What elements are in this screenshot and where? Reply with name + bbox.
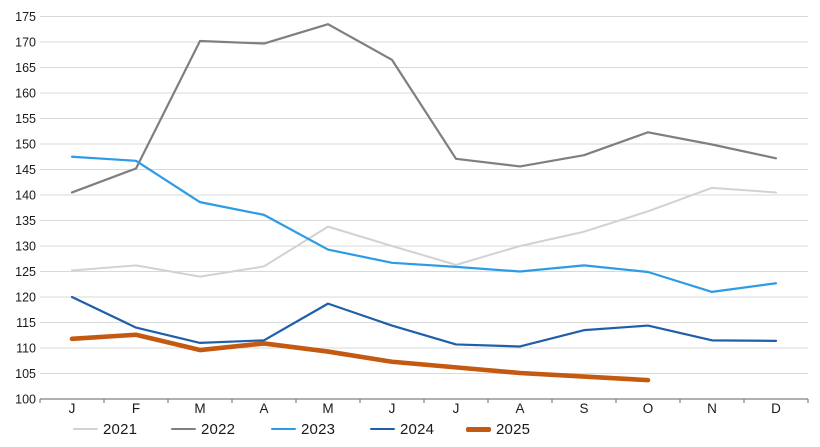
legend-swatch-2024 bbox=[370, 427, 395, 431]
legend-swatch-2023 bbox=[271, 427, 296, 431]
x-tick-label: S bbox=[579, 401, 588, 416]
y-tick-label: 155 bbox=[15, 112, 36, 126]
y-tick-label: 160 bbox=[15, 87, 36, 101]
y-tick-label: 100 bbox=[15, 393, 36, 407]
y-tick-label: 120 bbox=[15, 291, 36, 305]
series-line-2022 bbox=[70, 23, 778, 194]
y-tick-label: 175 bbox=[15, 10, 36, 24]
y-tick-label: 170 bbox=[15, 36, 36, 50]
legend-label-2022: 2022 bbox=[201, 420, 236, 438]
y-tick-label: 145 bbox=[15, 163, 36, 177]
series-line-2025 bbox=[69, 332, 651, 383]
legend-label-2024: 2024 bbox=[400, 420, 435, 438]
x-tick-label: N bbox=[707, 401, 717, 416]
x-tick-label: F bbox=[132, 401, 140, 416]
x-tick-label: M bbox=[194, 401, 205, 416]
x-tick-label: J bbox=[69, 401, 76, 416]
x-tick-label: J bbox=[389, 401, 396, 416]
x-tick-label: A bbox=[515, 401, 524, 416]
plot-area: 100 105 110 115 120 125 130 135 140 145 150 155 160 1… bbox=[15, 10, 809, 416]
y-tick-label: 140 bbox=[15, 189, 36, 203]
y-tick-label: 150 bbox=[15, 138, 36, 152]
legend-item-2024: 2024 bbox=[370, 416, 434, 442]
series-line-2021 bbox=[71, 186, 777, 278]
x-tick-label: A bbox=[259, 401, 268, 416]
legend-swatch-2021 bbox=[73, 427, 98, 431]
series-line-2024 bbox=[70, 295, 778, 348]
legend-item-2023: 2023 bbox=[271, 416, 335, 442]
legend-label-2023: 2023 bbox=[301, 420, 336, 438]
x-tick-label: D bbox=[771, 401, 781, 416]
legend-item-2022: 2022 bbox=[171, 416, 235, 442]
legend-swatch-2025 bbox=[466, 426, 491, 432]
y-tick-label: 110 bbox=[16, 342, 36, 356]
y-tick-label: 135 bbox=[15, 214, 36, 228]
legend-label-2021: 2021 bbox=[103, 420, 138, 438]
legend-swatch-2022 bbox=[171, 427, 196, 431]
y-tick-label: 125 bbox=[15, 265, 36, 279]
x-tick-label: M bbox=[322, 401, 333, 416]
legend-item-2021: 2021 bbox=[73, 416, 137, 442]
y-tick-label: 115 bbox=[16, 316, 36, 330]
x-tick-label: J bbox=[453, 401, 460, 416]
y-tick-label: 130 bbox=[15, 240, 36, 254]
legend-item-2025: 2025 bbox=[466, 416, 530, 442]
y-tick-label: 165 bbox=[15, 61, 36, 75]
legend-label-2025: 2025 bbox=[496, 420, 531, 438]
series-line-2023 bbox=[70, 155, 778, 293]
y-tick-label: 105 bbox=[15, 367, 36, 381]
x-tick-label: O bbox=[643, 401, 654, 416]
chart-legend: 2021 2022 2023 2024 2025 bbox=[0, 416, 820, 446]
